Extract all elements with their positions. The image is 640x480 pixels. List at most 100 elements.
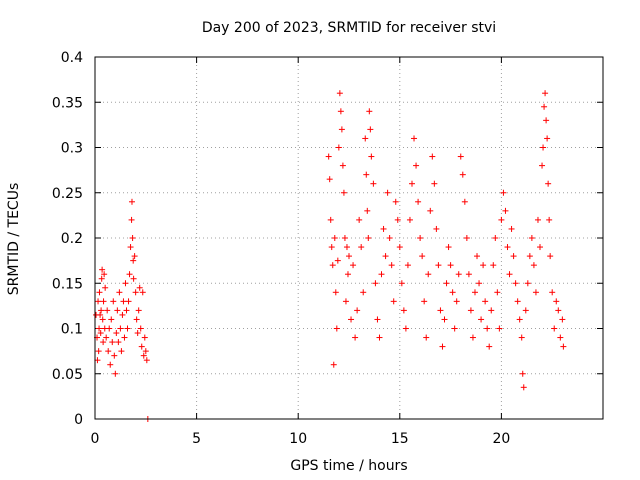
data-point [413,162,420,169]
data-point [539,162,546,169]
data-point [121,334,128,341]
y-tick-label: 0.3 [61,141,83,157]
data-point [390,298,397,305]
data-point [100,298,107,305]
y-tick-label: 0.05 [52,367,83,383]
data-point [122,280,129,287]
data-point [335,144,342,151]
data-point [137,325,144,332]
data-point [429,153,436,160]
data-point [105,348,112,355]
data-point [415,198,422,205]
data-point [96,325,103,332]
data-point [540,144,547,151]
data-point [360,289,367,296]
data-point [555,307,562,314]
data-point [348,316,355,323]
data-point [545,180,552,187]
data-point [380,225,387,232]
data-point [143,357,150,364]
data-point [519,370,526,377]
data-point [524,280,531,287]
data-point [123,307,130,314]
data-point [546,216,553,223]
data-point [118,348,125,355]
data-point [374,316,381,323]
y-tick-label: 0.25 [52,186,83,202]
data-point [95,298,102,305]
data-point [125,298,132,305]
data-point [141,334,148,341]
data-point [474,253,481,260]
data-point [326,176,333,183]
data-point [544,135,551,142]
data-point [96,289,103,296]
data-point [557,334,564,341]
data-point [97,311,104,318]
data-point [124,325,131,332]
data-point [117,325,124,332]
y-axis-label: SRMTID / TECUs [6,183,22,296]
data-point [388,262,395,269]
data-point [102,284,109,291]
data-point [334,257,341,264]
data-point [372,280,379,287]
data-point [465,271,472,278]
data-point [362,135,369,142]
data-point [469,334,476,341]
data-point [478,316,485,323]
data-point [352,334,359,341]
data-point [427,207,434,214]
data-point [392,198,399,205]
data-point [129,235,136,241]
data-point [490,262,497,269]
data-point [132,289,139,296]
data-point [101,271,108,278]
y-tick-label: 0.1 [61,322,83,338]
data-point [510,253,517,260]
y-tick-label: 0 [74,412,83,428]
data-point [338,126,345,133]
data-point [423,334,430,341]
data-point [488,307,495,314]
data-point [142,348,149,355]
data-point [560,343,567,350]
data-point [480,262,487,269]
data-point [111,352,118,359]
data-point [471,289,478,296]
data-point [528,235,535,241]
data-point [543,117,550,124]
data-point [343,244,350,251]
data-point [396,244,403,251]
data-point [340,189,347,196]
data-point [330,361,337,368]
data-point [457,153,464,160]
data-point [382,253,389,260]
data-point [411,135,418,142]
y-tick-label: 0.4 [61,50,83,66]
data-point [327,216,334,223]
data-point [328,244,335,251]
chart-title: Day 200 of 2023, SRMTID for receiver stv… [202,20,496,36]
data-point [109,339,116,346]
data-point [130,275,137,282]
data-point [498,216,505,223]
data-point [350,262,357,269]
data-point [333,325,340,332]
data-point [402,325,409,332]
data-point [100,339,107,346]
data-point [508,225,515,232]
data-point [139,289,146,296]
data-point [104,307,111,314]
x-tick-label: 20 [492,431,510,447]
data-point [445,244,452,251]
x-tick-label: 5 [192,431,201,447]
data-point [332,289,339,296]
data-point [461,198,468,205]
data-point [131,253,138,260]
data-point [130,257,137,264]
y-tick-label: 0.15 [52,276,83,292]
data-point [112,370,119,377]
data-point [542,90,549,97]
